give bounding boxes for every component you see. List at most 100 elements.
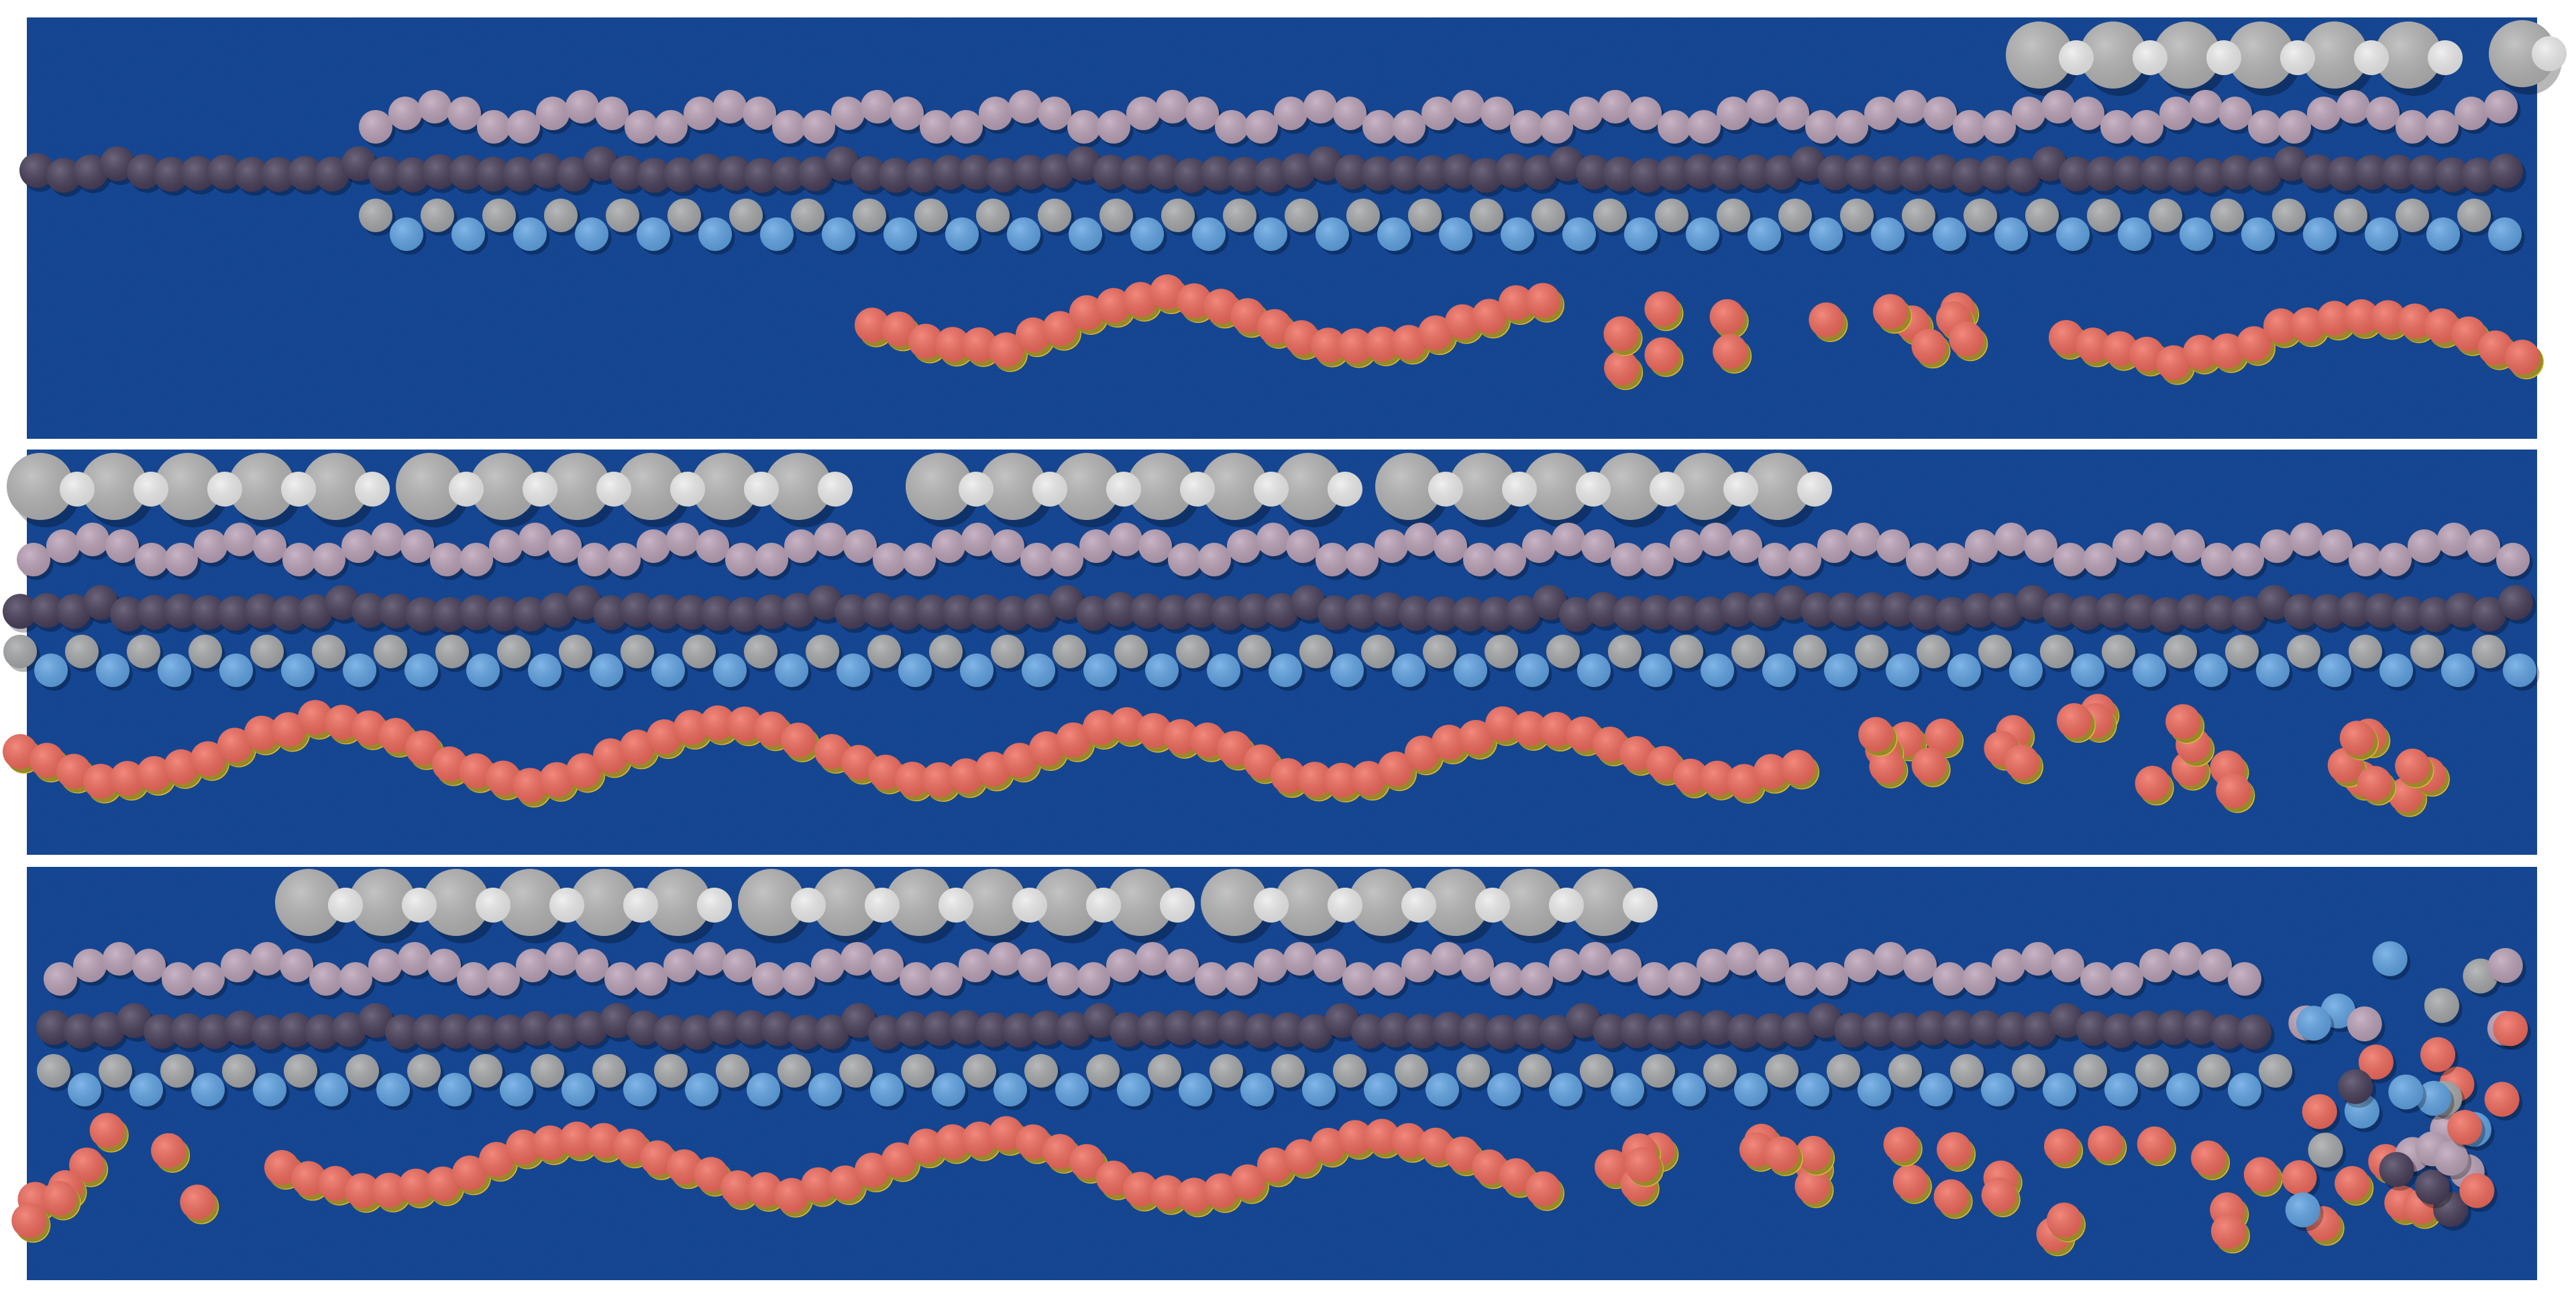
grey-large-disc-shade: [302, 453, 369, 520]
lilac-disc-shade: [1481, 97, 1514, 130]
coral-disc-shade: [2191, 1140, 2226, 1176]
dark-purple-disc-shade: [1640, 594, 1674, 630]
sky-blue-disc-shade: [253, 1073, 286, 1106]
lilac-disc-shade: [341, 529, 375, 563]
white-small-disc-shade: [1428, 472, 1463, 507]
sky-blue-disc-shade: [2166, 1073, 2200, 1106]
dark-purple-disc-shade: [19, 153, 54, 189]
sky-blue-disc-shade: [1748, 217, 1781, 251]
sky-blue-disc-shade: [1069, 217, 1102, 251]
lilac-disc-shade: [1490, 962, 1523, 996]
dark-purple-disc-shade: [888, 595, 923, 631]
grey-disc-shade: [2025, 199, 2059, 232]
sky-blue-disc-shade: [219, 654, 253, 687]
grey-disc-shade: [929, 635, 963, 668]
grey-disc-shade: [544, 199, 578, 232]
coral-disc-shade: [2056, 703, 2092, 739]
coral-disc-shade: [2290, 307, 2325, 343]
coral-disc-shade: [1364, 1118, 1399, 1154]
sky-blue-disc-shade: [1611, 1073, 1644, 1106]
coral-disc-shade: [318, 1165, 353, 1201]
dark-purple-disc-shade: [727, 596, 762, 632]
dark-purple-disc-shade: [1093, 154, 1128, 190]
dark-purple-disc-shade: [244, 593, 279, 629]
dark-purple-disc-shade: [405, 596, 440, 632]
coral-disc-shade: [1764, 1136, 1799, 1171]
lilac-disc-shade: [1224, 962, 1258, 996]
lilac-disc-shade: [713, 90, 747, 123]
sky-blue-disc-shade: [1364, 1073, 1397, 1106]
dark-purple-disc-shade: [100, 146, 135, 181]
dark-purple-disc-shade: [1539, 1014, 1574, 1050]
dark-purple-disc-shade: [331, 1012, 366, 1047]
lilac-disc-shade: [693, 942, 727, 976]
lilac-disc-shade: [890, 97, 924, 130]
white-small-disc-shade: [1328, 888, 1362, 923]
lilac-disc-shade: [1658, 110, 1691, 144]
sky-blue-disc-shade: [651, 654, 685, 687]
lilac-disc-shade: [1185, 97, 1219, 130]
white-small-disc-shade: [523, 472, 557, 507]
lilac-disc-shade: [1522, 529, 1556, 563]
lilac-disc-shade: [1421, 97, 1455, 130]
white-small-disc-shade: [1623, 888, 1658, 923]
white-small-disc-shade: [623, 888, 658, 923]
panel-bottom: [11, 867, 2537, 1280]
dark-purple-disc-shade: [700, 596, 735, 631]
sky-blue-disc-shade: [1762, 654, 1796, 687]
dark-purple-disc-shade: [1854, 592, 1889, 627]
dark-purple-disc-shade: [1468, 158, 1503, 193]
lilac-disc-shade: [784, 529, 818, 563]
dark-purple-disc-shade: [378, 593, 413, 629]
grey-large-disc-shade: [1496, 869, 1563, 936]
sky-blue-disc-shade: [158, 654, 191, 687]
grey-disc-shade: [1855, 635, 1888, 668]
grey-disc-shade: [1485, 635, 1518, 668]
white-small-disc-shade: [2532, 36, 2567, 71]
coral-disc-shade: [2135, 766, 2170, 801]
dark-purple-disc-shade: [798, 156, 833, 192]
lilac-disc-shade: [2139, 949, 2173, 982]
lilac-disc-shade: [607, 543, 641, 576]
grey-large-disc-shade: [1201, 869, 1268, 936]
coral-disc-shade: [1351, 761, 1386, 796]
dark-purple-disc-shade: [942, 594, 977, 630]
coral-disc-shade: [2371, 300, 2406, 335]
coral-disc-shade: [2156, 345, 2191, 380]
dark-purple-disc-shade: [1801, 592, 1835, 627]
coral-disc-shade: [881, 1142, 916, 1178]
sky-blue-disc-shade: [513, 217, 547, 251]
sky-blue-disc-shade: [1130, 217, 1164, 251]
sky-blue-disc-shade: [2426, 217, 2460, 251]
dark-purple-disc-shade: [1479, 596, 1513, 632]
lilac-disc-shade: [1994, 523, 2028, 556]
lilac-disc-shade: [2159, 97, 2193, 130]
dark-purple-disc-shade: [2488, 153, 2523, 189]
grey-disc-shade: [2210, 199, 2244, 232]
grey-large-disc-shade: [1570, 869, 1637, 936]
lilac-disc-shade: [841, 942, 874, 976]
dark-purple-disc-shade: [1790, 146, 1825, 181]
dark-purple-disc-shade: [2498, 585, 2533, 620]
lilac-disc-shade: [1847, 523, 1880, 556]
dark-purple-disc-shade: [2176, 594, 2211, 629]
grey-disc-shade: [1148, 1054, 1181, 1088]
coral-disc-shade: [1029, 731, 1064, 766]
dark-purple-disc-shade: [2364, 592, 2399, 628]
coral-disc-shade: [1150, 1175, 1185, 1210]
sky-blue-disc-shade: [2043, 1073, 2076, 1106]
coral-disc-shade: [1271, 758, 1305, 794]
dark-purple-disc-shade: [476, 156, 511, 192]
coral-disc-shade: [2137, 1126, 2172, 1161]
dark-purple-disc-shade: [1103, 592, 1138, 627]
lilac-disc-shade: [162, 962, 195, 996]
coral-disc-shade: [613, 1129, 648, 1164]
white-small-disc-shade: [1797, 472, 1832, 507]
grey-disc-shade: [469, 1054, 502, 1088]
sky-blue-disc-shade: [2488, 217, 2522, 251]
coral-disc-shade: [1311, 1127, 1346, 1163]
lilac-disc-shade: [2260, 529, 2294, 563]
dark-purple-disc-shade: [620, 592, 655, 628]
lilac-disc-shade: [2496, 543, 2530, 576]
dark-purple-disc-shade: [1012, 154, 1047, 190]
